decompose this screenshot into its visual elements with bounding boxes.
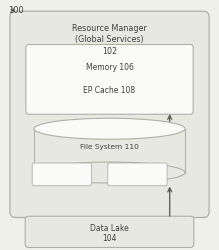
Text: EP File E1: EP File E1 xyxy=(46,172,78,177)
FancyBboxPatch shape xyxy=(32,163,92,186)
Text: EP File E2: EP File E2 xyxy=(122,172,153,177)
Text: 104: 104 xyxy=(102,234,117,243)
Text: Data Lake: Data Lake xyxy=(90,224,129,233)
FancyBboxPatch shape xyxy=(108,163,167,186)
Ellipse shape xyxy=(34,118,185,139)
FancyBboxPatch shape xyxy=(26,44,193,114)
Text: File System 110: File System 110 xyxy=(80,144,139,150)
Text: Memory 106: Memory 106 xyxy=(86,64,133,72)
Text: Resource Manager: Resource Manager xyxy=(72,24,147,33)
FancyBboxPatch shape xyxy=(25,216,194,248)
Text: 100: 100 xyxy=(8,6,23,15)
Text: 102: 102 xyxy=(102,47,117,56)
Bar xyxy=(34,129,185,172)
Text: EP Cache 108: EP Cache 108 xyxy=(83,86,136,95)
Ellipse shape xyxy=(34,162,185,183)
Text: (Global Services): (Global Services) xyxy=(75,36,144,44)
FancyBboxPatch shape xyxy=(10,11,209,218)
